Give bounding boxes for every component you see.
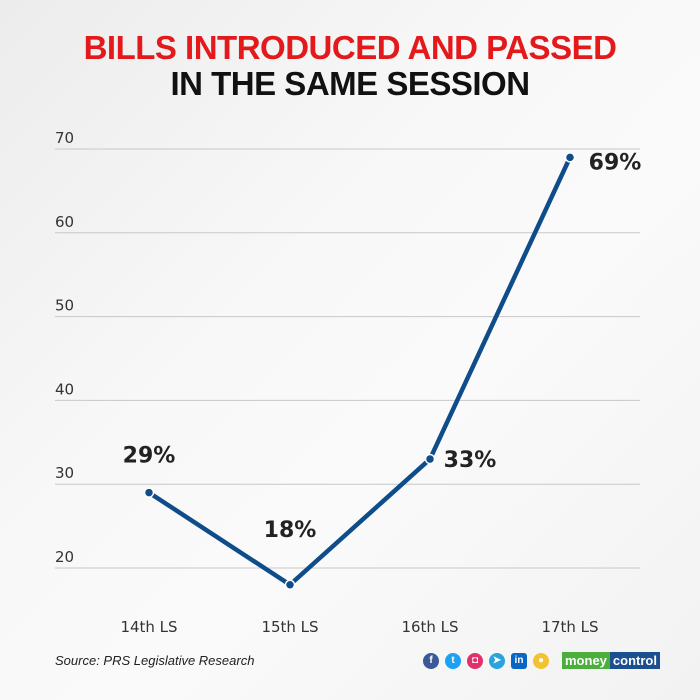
title-line-2: IN THE SAME SESSION xyxy=(170,65,530,102)
data-point xyxy=(284,579,296,591)
facebook-icon[interactable]: f xyxy=(423,653,439,669)
source-note: Source: PRS Legislative Research xyxy=(55,653,255,668)
moneycontrol-logo: money control xyxy=(562,652,660,669)
series-line xyxy=(147,156,573,588)
telegram-icon[interactable]: ➤ xyxy=(489,653,505,669)
data-label: 29% xyxy=(123,444,176,469)
y-tick-label: 70 xyxy=(55,129,74,147)
data-label: 18% xyxy=(264,518,317,543)
logo-part-2: control xyxy=(609,652,660,669)
linkedin-icon[interactable]: in xyxy=(511,653,527,669)
x-tick-label: 14th LS xyxy=(120,618,177,636)
logo-part-1: money xyxy=(562,652,610,669)
y-tick-label: 60 xyxy=(55,213,74,231)
data-point xyxy=(143,487,155,498)
y-tick-label: 30 xyxy=(55,464,74,482)
data-point xyxy=(564,152,576,163)
y-tick-label: 40 xyxy=(55,380,74,398)
koo-icon[interactable]: ● xyxy=(533,653,549,669)
data-label: 33% xyxy=(444,448,497,473)
data-point xyxy=(424,453,436,465)
instagram-icon[interactable]: ◘ xyxy=(467,653,483,669)
y-tick-label: 50 xyxy=(55,297,74,315)
y-tick-label: 20 xyxy=(55,548,74,566)
social-icons: f t ◘ ➤ in ● xyxy=(423,653,549,669)
x-tick-label: 16th LS xyxy=(401,618,458,636)
title-line-1: BILLS INTRODUCED AND PASSED xyxy=(83,29,617,66)
chart-title: BILLS INTRODUCED AND PASSED IN THE SAME … xyxy=(0,30,700,102)
data-label: 69% xyxy=(589,150,642,175)
x-tick-label: 15th LS xyxy=(261,618,318,636)
twitter-icon[interactable]: t xyxy=(445,653,461,669)
x-tick-label: 17th LS xyxy=(541,618,598,636)
